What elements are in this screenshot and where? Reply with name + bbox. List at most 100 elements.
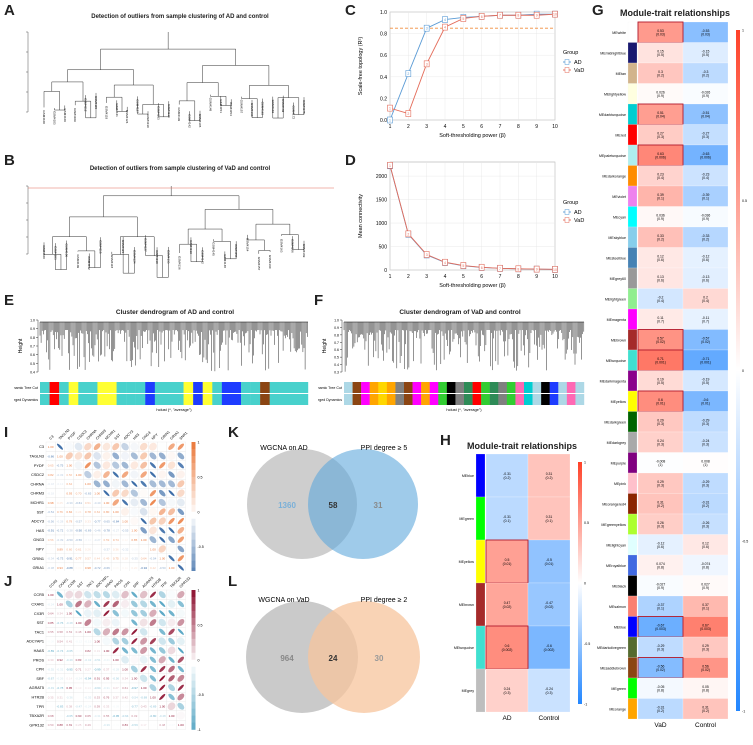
corr-ellipse <box>75 600 82 608</box>
corr-value: -0.39 <box>66 501 73 505</box>
corr-value: 1.00 <box>76 621 82 625</box>
corr-ellipse <box>177 600 185 608</box>
panel-f-title: Cluster dendrogram of VaD and control <box>399 309 521 316</box>
x-axis-label: hclust (*, "average") <box>446 407 482 412</box>
data-point-vad <box>442 258 448 266</box>
cell-corr: 0.3 <box>658 70 663 74</box>
gene-col-label: CSDC2 <box>76 429 87 440</box>
cell-pvalue: (0.01) <box>656 402 665 406</box>
module-color-block <box>288 394 299 405</box>
color-key-segment <box>191 673 196 681</box>
corr-value: 1.00 <box>85 482 91 486</box>
corr-value: 0.51 <box>85 501 91 505</box>
module-color-block <box>498 382 508 393</box>
cell-pvalue: (0.02) <box>656 340 665 344</box>
color-key-segment <box>191 631 196 640</box>
corr-ellipse <box>177 527 185 534</box>
data-label: 5 <box>462 17 464 21</box>
corr-ellipse <box>84 452 92 460</box>
data-point-vad <box>552 10 558 18</box>
y-tick-label: 0.4 <box>334 363 339 367</box>
leaf-label: GSM4148 <box>208 98 212 112</box>
corr-ellipse <box>130 470 139 479</box>
module-color-block <box>558 382 568 393</box>
module-swatch <box>627 636 638 658</box>
corr-ellipse <box>168 508 176 516</box>
corr-ellipse <box>83 609 92 618</box>
module-color-block <box>386 382 396 393</box>
module-color-block <box>126 394 136 405</box>
cell-pvalue: (0.001) <box>655 361 666 365</box>
corr-value: -0.36 <box>66 695 73 699</box>
venn-k-right-label: PPI degree ≥ 5 <box>361 445 408 452</box>
corr-value: -0.88 <box>66 566 73 570</box>
corr-value: 0.27 <box>113 686 119 690</box>
panel-l-venn: WGCNA on VaD PPI degree ≥ 2 964 24 30 <box>246 597 420 713</box>
cell-pvalue: (0.6) <box>702 545 709 549</box>
leaf-label: GSM4112 <box>87 256 91 270</box>
module-color-block <box>68 394 79 405</box>
corr-ellipse <box>159 536 166 543</box>
color-key-segment <box>191 680 196 688</box>
x-axis-label: hclust (*, "average") <box>156 407 192 412</box>
cell-corr: 0.63 <box>657 152 664 156</box>
cell-pvalue: (0.6) <box>702 279 709 283</box>
cell-corr: 0.27 <box>657 131 664 135</box>
cell-pvalue: (0.04) <box>656 115 665 119</box>
data-label: 10 <box>553 268 557 272</box>
module-color-block <box>498 394 508 405</box>
gene-col-label: TPR <box>160 581 168 589</box>
corr-ellipse <box>102 442 111 451</box>
gene-row-label: HTR2B <box>32 695 45 699</box>
gene-row-label: PROS <box>33 658 44 662</box>
corr-value: -0.35 <box>84 695 91 699</box>
heat-cell <box>527 539 571 584</box>
corr-ellipse <box>167 461 176 470</box>
color-key-segment <box>191 694 196 702</box>
corr-ellipse <box>177 674 185 682</box>
cell-pvalue: (0.1) <box>702 607 709 611</box>
module-color-block <box>298 394 309 405</box>
module-swatch <box>627 124 638 146</box>
corr-value: -0.91 <box>66 557 73 561</box>
color-key-label: 0.5 <box>198 623 203 627</box>
cell-corr: -0.027 <box>656 582 666 586</box>
cell-corr: -0.31 <box>503 472 511 476</box>
corr-ellipse <box>74 590 83 599</box>
gene-col-label: SNR1 <box>179 431 189 441</box>
gene-row-label: NPY <box>36 547 44 551</box>
corr-value: 1.00 <box>85 630 91 634</box>
gene-row-label: MCHR1 <box>30 501 44 505</box>
corr-value: -0.61 <box>75 501 82 505</box>
corr-ellipse <box>159 684 166 691</box>
module-color-block <box>279 382 290 393</box>
corr-value: 0.53 <box>66 630 72 634</box>
y-tick-label: 1000 <box>376 221 387 227</box>
corr-value: 1.00 <box>131 677 137 681</box>
cell-corr: -0.24 <box>545 687 553 691</box>
corr-value: -0.77 <box>131 705 138 709</box>
corr-value: 0.27 <box>85 667 91 671</box>
module-color-block <box>135 394 146 405</box>
module-label: MEblue <box>614 625 626 629</box>
module-label: MEdarkgreen <box>604 420 626 424</box>
module-color-block <box>241 382 251 393</box>
panel-c-scale-free-chart: 0.0 0.2 0.4 0.6 0.8 1.0 1 2 3 4 5 6 7 8 9 10 1 2 3 4 5 6 7 8 9 10… <box>358 10 584 139</box>
cell-pvalue: (0.006) <box>700 156 711 160</box>
color-key-segment <box>191 518 196 526</box>
leaf-label: GSM4106 <box>63 108 67 122</box>
data-label: 9 <box>536 268 538 272</box>
corr-ellipse <box>103 490 110 497</box>
corr-value: 1.00 <box>57 454 63 458</box>
module-color-block <box>68 382 79 393</box>
heat-cell <box>485 496 529 541</box>
module-color-block <box>202 394 213 405</box>
color-key-segment <box>191 645 196 654</box>
module-color-block <box>59 382 69 393</box>
module-color-block <box>352 382 362 393</box>
module-color-block <box>344 382 353 393</box>
cell-corr: -0.27 <box>702 131 710 135</box>
corr-ellipse <box>130 516 139 526</box>
leaf-label: GSM4145 <box>212 242 216 256</box>
panel-a-title: Detection of outliers from sample cluste… <box>91 14 269 20</box>
